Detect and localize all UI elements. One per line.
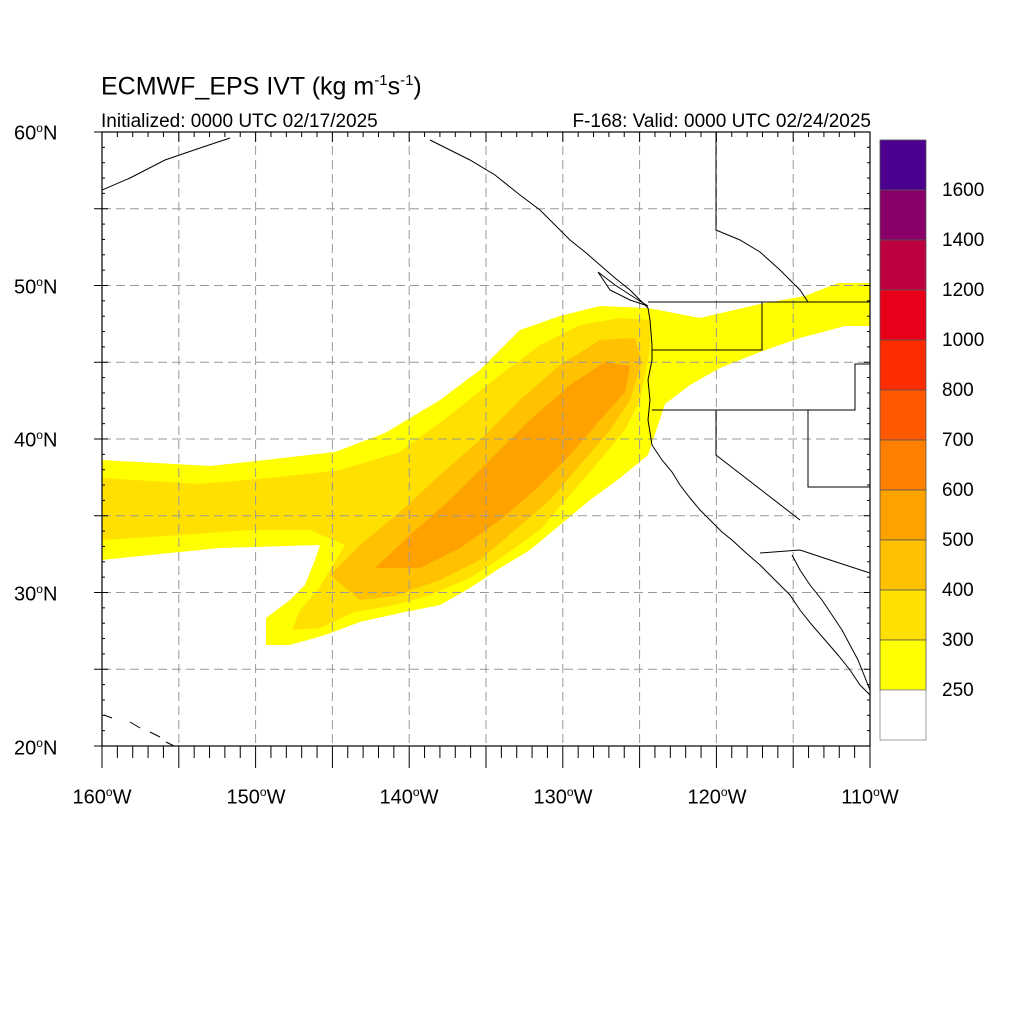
colorbar-swatch xyxy=(879,289,927,341)
lon-label-120w: 120oW xyxy=(687,785,747,809)
colorbar-label-1400: 1400 xyxy=(942,230,985,251)
colorbar-swatch xyxy=(879,489,927,541)
coastlines xyxy=(102,132,870,746)
colorbar-swatch xyxy=(879,439,927,491)
colorbar-label-1000: 1000 xyxy=(942,330,985,351)
init-time: Initialized: 0000 UTC 02/17/2025 xyxy=(101,111,378,132)
lon-label-160w: 160oW xyxy=(72,785,132,809)
ivt-300-region xyxy=(102,318,650,630)
lon-label-130w: 130oW xyxy=(533,785,593,809)
colorbar-swatch xyxy=(879,539,927,591)
colorbar-swatch xyxy=(879,239,927,291)
colorbar-label-400: 400 xyxy=(942,580,974,601)
colorbar-swatch xyxy=(879,139,927,191)
colorbar-label-1600: 1600 xyxy=(942,180,985,201)
idaho-border xyxy=(715,132,809,303)
hawaii xyxy=(103,714,175,746)
colorbar-label-300: 300 xyxy=(942,630,974,651)
colorbar-swatch xyxy=(879,589,927,641)
colorbar xyxy=(879,139,927,741)
lat-label-30: 30oN xyxy=(14,582,58,606)
colorbar-swatch xyxy=(879,389,927,441)
colorbar-label-1200: 1200 xyxy=(942,280,985,301)
colorbar-swatch xyxy=(879,689,927,741)
california-oregon-border xyxy=(652,363,870,411)
chart-title: ECMWF_EPS IVT (kg m-1s-1) xyxy=(101,72,422,101)
lon-label-140w: 140oW xyxy=(379,785,439,809)
baja-gulf-coast xyxy=(791,554,870,691)
lat-label-20: 20oN xyxy=(14,736,58,760)
colorbar-label-700: 700 xyxy=(942,430,974,451)
graticule xyxy=(102,132,870,746)
lat-label-60: 60oN xyxy=(14,121,58,145)
north-america-coast xyxy=(429,139,870,696)
lon-label-150w: 150oW xyxy=(226,785,286,809)
vancouver-island xyxy=(597,271,649,307)
colorbar-swatch xyxy=(879,339,927,391)
us-mexico-border xyxy=(759,549,870,574)
colorbar-label-250: 250 xyxy=(942,680,974,701)
colorbar-swatch xyxy=(879,639,927,691)
nevada-border xyxy=(715,410,801,521)
colorbar-swatch xyxy=(879,189,927,241)
lon-label-110w: 110oW xyxy=(841,785,899,809)
alaska-coast xyxy=(102,137,231,191)
lat-label-40: 40oN xyxy=(14,428,58,452)
ivt-field xyxy=(102,283,870,645)
ivt-500-region xyxy=(375,362,630,568)
colorbar-label-600: 600 xyxy=(942,480,974,501)
oregon-washington-border xyxy=(652,302,763,351)
lat-label-50: 50oN xyxy=(14,275,58,299)
colorbar-label-500: 500 xyxy=(942,530,974,551)
valid-time: F-168: Valid: 0000 UTC 02/24/2025 xyxy=(572,111,871,132)
axis-ticks xyxy=(94,131,871,768)
colorbar-label-800: 800 xyxy=(942,380,974,401)
arizona-border xyxy=(807,410,870,488)
